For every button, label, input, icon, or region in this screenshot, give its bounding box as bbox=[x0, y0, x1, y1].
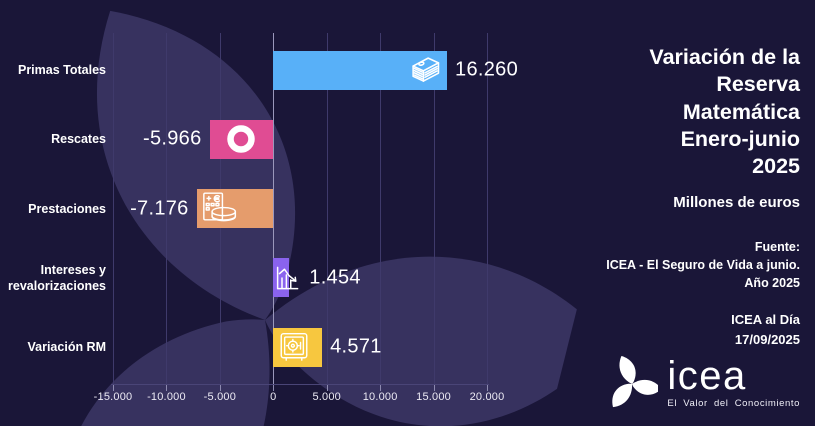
lifebuoy-icon bbox=[224, 122, 258, 156]
category-label-rescates: Rescates bbox=[51, 132, 106, 147]
category-label-prestaciones: Prestaciones bbox=[28, 201, 106, 216]
chart-title: Variación de la Reserva Matemática Enero… bbox=[649, 45, 800, 178]
value-label-intereses-y-revalorizaciones: 1.454 bbox=[309, 266, 361, 289]
publication-note: ICEA al Día 17/09/2025 bbox=[731, 312, 800, 347]
banknotes-icon bbox=[406, 51, 444, 89]
category-label-primas-totales: Primas Totales bbox=[17, 62, 106, 77]
gridline bbox=[487, 33, 488, 385]
x-tick-label: -10.000 bbox=[147, 391, 186, 403]
source-note: Fuente: ICEA - El Seguro de Vida a junio… bbox=[606, 240, 800, 290]
safe-icon bbox=[277, 330, 311, 364]
x-tick-label: 0 bbox=[270, 391, 277, 403]
plot-area: 16.260 -5.966 -7.176 1.454 4.571 bbox=[111, 33, 518, 391]
chart-area: 16.260 -5.966 -7.176 1.454 4.571 -15.000 -10.… bbox=[8, 33, 518, 403]
value-label-primas-totales: 16.260 bbox=[455, 58, 519, 81]
chart-units: Millones de euros bbox=[673, 194, 800, 212]
info-panel: Variación de la Reserva Matemática Enero… bbox=[545, 0, 815, 426]
gridline bbox=[113, 33, 114, 385]
x-axis-line bbox=[111, 384, 489, 385]
chart-trend-icon bbox=[272, 263, 302, 293]
icea-logo-icon bbox=[609, 356, 659, 408]
value-label-rescates: -5.966 bbox=[143, 127, 202, 150]
icea-logo-text: icea bbox=[667, 354, 747, 398]
icea-logo-tagline: El Valor del Conocimiento bbox=[667, 398, 800, 409]
x-tick-label: -5.000 bbox=[203, 391, 237, 403]
calculator-coins-icon bbox=[199, 188, 241, 230]
x-tick-label: 20.000 bbox=[469, 391, 505, 403]
icea-logo: icea El Valor del Conocimiento bbox=[606, 356, 800, 412]
x-tick-label: 10.000 bbox=[362, 391, 398, 403]
x-tick-label: -15.000 bbox=[93, 391, 133, 403]
value-label-prestaciones: -7.176 bbox=[130, 197, 189, 220]
x-tick-label: 5.000 bbox=[312, 391, 341, 403]
value-label-variación-rm: 4.571 bbox=[330, 335, 382, 358]
category-label-intereses-y-revalorizaciones: Intereses y revalorizaciones bbox=[8, 262, 106, 293]
category-label-variación-rm: Variación RM bbox=[27, 340, 107, 355]
x-tick-label: 15.000 bbox=[416, 391, 451, 403]
